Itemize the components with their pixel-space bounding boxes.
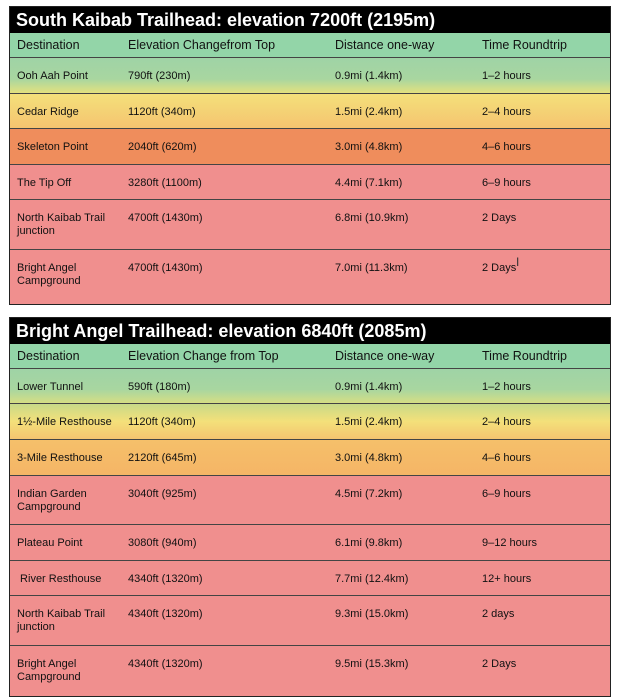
- bright-angel-table: Bright Angel Trailhead: elevation 6840ft…: [9, 317, 611, 697]
- cell-destination: Plateau Point: [17, 537, 83, 549]
- table-row: Ooh Aah Point 790ft (230m) 0.9mi (1.4km)…: [10, 58, 610, 94]
- cell-destination: North Kaibab Trail junction: [17, 212, 106, 237]
- table-row: River Resthouse 4340ft (1320m) 7.7mi (12…: [10, 561, 610, 596]
- table-title: Bright Angel Trailhead: elevation 6840ft…: [10, 318, 610, 344]
- table-row: North Kaibab Trail junction 4700ft (1430…: [10, 200, 610, 250]
- cell-time: 1–2 hours: [482, 70, 531, 82]
- cell-time: 2 Days: [482, 212, 517, 224]
- cell-time: 1–2 hours: [482, 381, 531, 393]
- table-row: Bright Angel Campground 4700ft (1430m) 7…: [10, 250, 610, 304]
- cell-time: 2–4 hours: [482, 106, 531, 118]
- table-row: North Kaibab Trail junction 4340ft (1320…: [10, 596, 610, 646]
- table-row: Skeleton Point 2040ft (620m) 3.0mi (4.8k…: [10, 129, 610, 165]
- cell-elevation: 2040ft (620m): [128, 141, 197, 153]
- cell-elevation: 3280ft (1100m): [128, 177, 202, 189]
- cell-elevation: 1120ft (340m): [128, 416, 196, 428]
- cell-destination: River Resthouse: [17, 573, 102, 585]
- cell-destination: Cedar Ridge: [17, 106, 79, 118]
- cell-destination: Indian Garden Campground: [17, 488, 87, 513]
- cell-distance: 3.0mi (4.8km): [335, 141, 403, 153]
- cell-destination: 1½-Mile Resthouse: [17, 416, 112, 428]
- header-time: Time Roundtrip: [482, 38, 567, 52]
- header-row: Destination Elevation Changefrom Top Dis…: [10, 33, 610, 58]
- cell-time: 4–6 hours: [482, 452, 531, 464]
- cell-distance: 1.5mi (2.4km): [335, 106, 403, 118]
- header-distance: Distance one-way: [335, 38, 435, 52]
- cell-time: 2 days: [482, 608, 515, 620]
- header-elevation: Elevation Change from Top: [128, 349, 279, 363]
- cell-time: 2–4 hours: [482, 416, 531, 428]
- cell-destination: Ooh Aah Point: [17, 70, 88, 82]
- cell-distance: 3.0mi (4.8km): [335, 452, 403, 464]
- cell-destination: The Tip Off: [17, 177, 72, 189]
- header-destination: Destination: [17, 349, 80, 363]
- cell-elevation: 1120ft (340m): [128, 106, 196, 118]
- cell-time: 12+ hours: [482, 573, 532, 585]
- south-kaibab-table: South Kaibab Trailhead: elevation 7200ft…: [9, 6, 611, 305]
- cell-distance: 7.7mi (12.4km): [335, 573, 409, 585]
- table-row: Plateau Point 3080ft (940m) 6.1mi (9.8km…: [10, 525, 610, 561]
- cell-distance: 7.0mi (11.3km): [335, 262, 408, 274]
- cell-elevation: 590ft (180m): [128, 381, 191, 393]
- cell-distance: 9.3mi (15.0km): [335, 608, 409, 620]
- header-time: Time Roundtrip: [482, 349, 567, 363]
- table-row: Indian Garden Campground 3040ft (925m) 4…: [10, 476, 610, 525]
- cell-elevation: 2120ft (645m): [128, 452, 197, 464]
- cell-distance: 9.5mi (15.3km): [335, 658, 409, 670]
- cell-distance: 0.9mi (1.4km): [335, 70, 403, 82]
- table-row: 1½-Mile Resthouse 1120ft (340m) 1.5mi (2…: [10, 404, 610, 440]
- header-destination: Destination: [17, 38, 80, 52]
- cell-destination: Lower Tunnel: [17, 381, 84, 393]
- cell-distance: 6.8mi (10.9km): [335, 212, 409, 224]
- cell-destination: Bright Angel Campground: [17, 658, 81, 683]
- cell-destination: 3-Mile Resthouse: [17, 452, 103, 464]
- cell-time: 6–9 hours: [482, 488, 531, 500]
- cell-time: 9–12 hours: [482, 537, 538, 549]
- cell-time: 4–6 hours: [482, 141, 531, 153]
- cell-time: 2 Days: [482, 658, 517, 670]
- table-row: 3-Mile Resthouse 2120ft (645m) 3.0mi (4.…: [10, 440, 610, 476]
- header-distance: Distance one-way: [335, 349, 435, 363]
- table-row: Bright Angel Campground 4340ft (1320m) 9…: [10, 646, 610, 696]
- header-row: Destination Elevation Change from Top Di…: [10, 344, 610, 369]
- cell-distance: 1.5mi (2.4km): [335, 416, 403, 428]
- cell-time: 6–9 hours: [482, 177, 531, 189]
- cell-elevation: 3040ft (925m): [128, 488, 197, 500]
- table-title: South Kaibab Trailhead: elevation 7200ft…: [10, 7, 610, 33]
- header-elevation: Elevation Changefrom Top: [128, 38, 276, 52]
- table-row: Lower Tunnel 590ft (180m) 0.9mi (1.4km) …: [10, 369, 610, 404]
- cell-elevation: 3080ft (940m): [128, 537, 197, 549]
- cell-elevation: 790ft (230m): [128, 70, 191, 82]
- cell-destination: Bright Angel Campground: [17, 262, 81, 287]
- cell-elevation: 4340ft (1320m): [128, 608, 203, 620]
- cell-time: 2 Days: [482, 262, 517, 274]
- text-cursor-icon: I: [516, 255, 520, 269]
- cell-distance: 6.1mi (9.8km): [335, 537, 403, 549]
- cell-destination: North Kaibab Trail junction: [17, 608, 106, 633]
- cell-elevation: 4700ft (1430m): [128, 262, 203, 274]
- cell-distance: 4.4mi (7.1km): [335, 177, 403, 189]
- cell-distance: 4.5mi (7.2km): [335, 488, 403, 500]
- cell-elevation: 4340ft (1320m): [128, 573, 203, 585]
- table-row: Cedar Ridge 1120ft (340m) 1.5mi (2.4km) …: [10, 94, 610, 129]
- cell-elevation: 4700ft (1430m): [128, 212, 203, 224]
- cell-destination: Skeleton Point: [17, 141, 88, 153]
- table-row: The Tip Off 3280ft (1100m) 4.4mi (7.1km)…: [10, 165, 610, 200]
- cell-distance: 0.9mi (1.4km): [335, 381, 403, 393]
- cell-elevation: 4340ft (1320m): [128, 658, 203, 670]
